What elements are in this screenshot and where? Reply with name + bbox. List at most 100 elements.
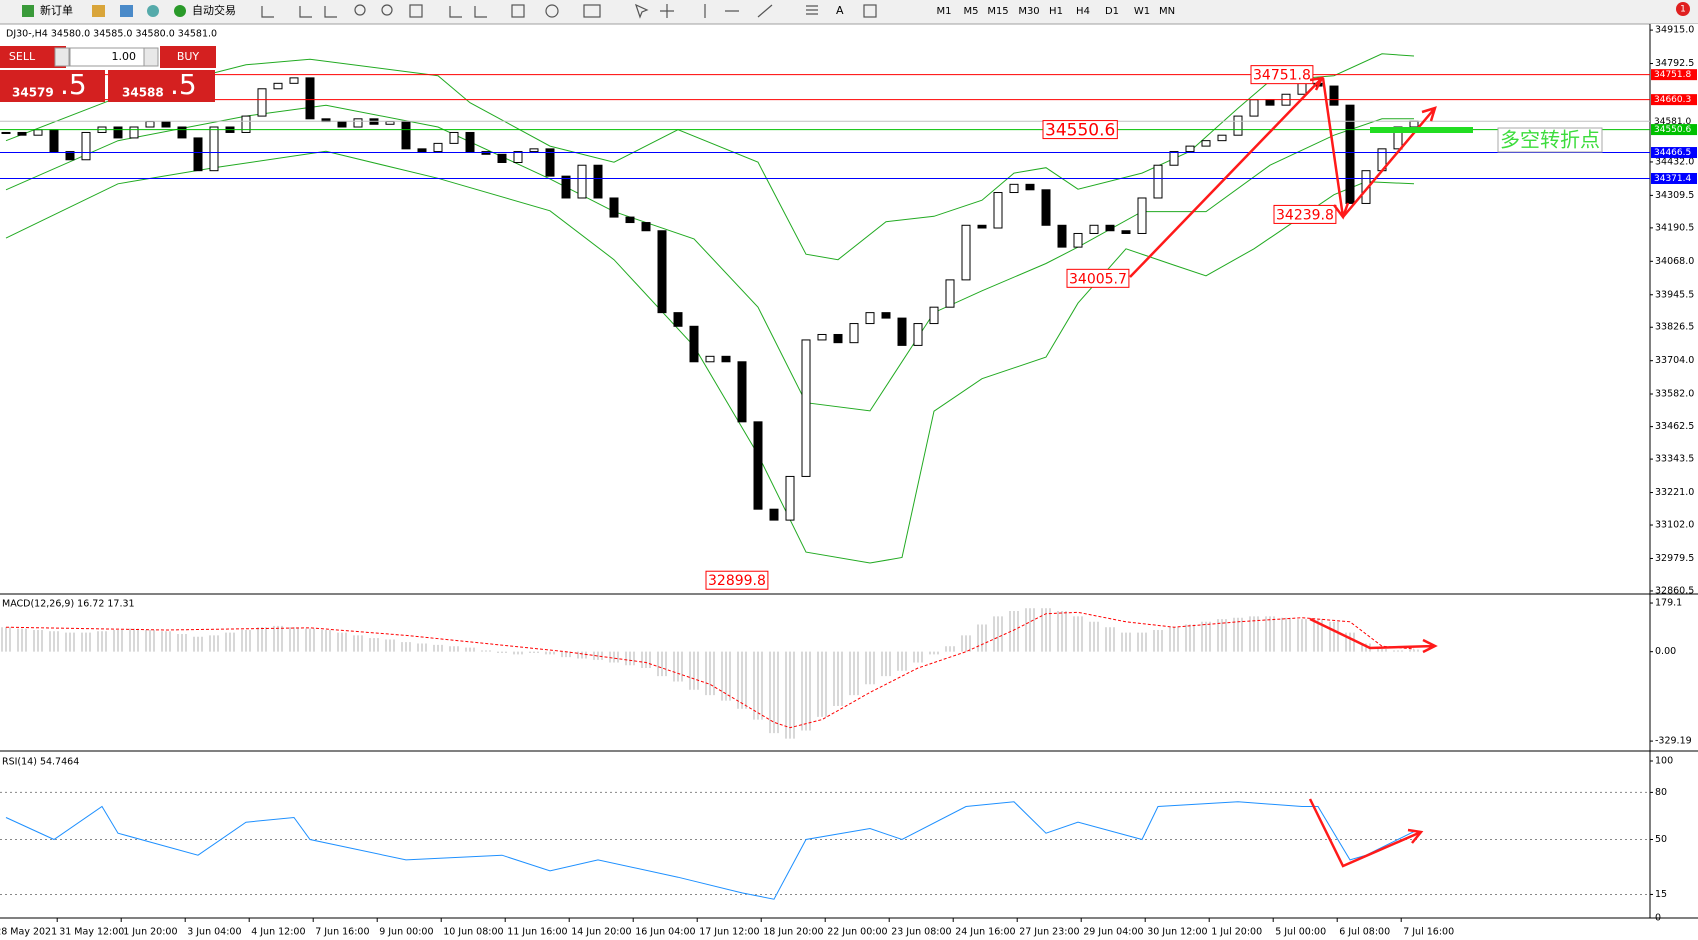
candle (929, 306, 939, 325)
candle (641, 222, 651, 232)
y-tick-label: 179.1 (1655, 598, 1682, 609)
y-tick-label: 33221.0 (1655, 487, 1694, 498)
x-tick-label: 7 Jun 16:00 (315, 927, 369, 938)
notification-count: 1 (1680, 5, 1686, 15)
x-tick-label: 3 Jun 04:00 (187, 927, 241, 938)
note-box (1497, 127, 1603, 153)
sell-button[interactable] (0, 46, 66, 68)
x-tick-label: 23 Jun 08:00 (891, 927, 951, 938)
candle (385, 121, 395, 125)
y-tick-label: 33582.0 (1655, 388, 1694, 399)
price-level-label: 34660.3 (1654, 95, 1691, 105)
buy-button[interactable] (160, 46, 216, 68)
candle (881, 312, 891, 319)
lot-down[interactable] (54, 47, 70, 67)
new-order-icon[interactable] (22, 5, 34, 17)
candle (577, 164, 587, 199)
candle (513, 151, 523, 163)
candle (945, 279, 955, 308)
candle (1121, 230, 1131, 234)
candle (1025, 183, 1035, 191)
candle (401, 121, 411, 150)
price-annotation-box (1042, 120, 1118, 140)
y-tick-label: 50 (1655, 834, 1667, 845)
timeframe-button[interactable]: M15 (987, 6, 1008, 17)
candle (465, 131, 475, 153)
price-level-tag (1651, 147, 1697, 159)
x-tick-label: 30 Jun 12:00 (1147, 927, 1207, 938)
auto-trading-button[interactable]: 自动交易 (192, 3, 236, 17)
price-level-tag (1651, 115, 1697, 127)
candle (241, 115, 251, 133)
price-level-tag (1651, 69, 1697, 81)
y-tick-label: 34432.0 (1655, 156, 1694, 167)
timeframe-button[interactable]: H1 (1049, 6, 1063, 17)
auto-trading-icon[interactable] (174, 5, 186, 17)
chart-header: DJ30-,H4 34580.0 34585.0 34580.0 34581.0 (6, 29, 217, 40)
toolbar-icon[interactable] (147, 5, 159, 17)
candle (161, 121, 171, 128)
y-tick-label: 0.00 (1655, 646, 1676, 657)
price-level-label: 34581.0 (1654, 117, 1691, 127)
toolbar-icon[interactable] (120, 5, 133, 17)
candle (1361, 170, 1371, 204)
candle (785, 475, 795, 521)
bid-pips: .5 (60, 68, 87, 101)
timeframe-button[interactable]: H4 (1076, 6, 1090, 17)
candle (449, 131, 459, 144)
x-tick-label: 17 Jun 12:00 (699, 927, 759, 938)
text-tool-icon[interactable]: A (836, 4, 844, 17)
macd-signal (5, 611, 1415, 729)
candle (801, 339, 811, 477)
candle (353, 118, 363, 128)
x-tick-label: 9 Jun 00:00 (379, 927, 433, 938)
candle (33, 129, 43, 136)
pivot-note: 多空转折点 (1500, 128, 1600, 152)
toolbar-icon[interactable] (92, 5, 105, 17)
sell-label[interactable]: SELL (9, 50, 36, 63)
price-annotation-box (1066, 268, 1130, 288)
x-tick-label: 6 Jul 08:00 (1339, 927, 1390, 938)
x-tick-label: 27 Jun 23:00 (1019, 927, 1079, 938)
candle (81, 131, 91, 161)
candle (897, 317, 907, 346)
y-tick-label: 15 (1655, 889, 1667, 900)
candle (993, 192, 1003, 229)
timeframe-button[interactable]: D1 (1105, 6, 1119, 17)
y-tick-label: 34190.5 (1655, 222, 1694, 233)
timeframe-button[interactable]: M30 (1018, 6, 1039, 17)
candle (1041, 189, 1051, 226)
candle (193, 137, 203, 172)
price-level-label: 34466.5 (1654, 148, 1691, 158)
candle (1105, 224, 1115, 232)
candle (673, 312, 683, 327)
bid-price: 34579 (12, 86, 54, 100)
x-tick-label: 14 Jun 20:00 (571, 927, 631, 938)
lot-up[interactable] (143, 47, 159, 67)
candle (1297, 82, 1307, 95)
price-level-label: 34550.6 (1654, 125, 1691, 135)
timeframe-button[interactable]: M5 (964, 6, 979, 17)
timeframe-button[interactable]: MN (1159, 6, 1175, 17)
candle (1201, 140, 1211, 147)
candle (1, 131, 11, 134)
candle (289, 77, 299, 84)
trend-arrows (1129, 76, 1438, 868)
price-annotation: 34550.6 (1045, 121, 1115, 141)
y-tick-label: 34309.5 (1655, 190, 1694, 201)
lot-value[interactable]: 1.00 (112, 50, 137, 63)
x-tick-label: 16 Jun 04:00 (635, 927, 695, 938)
buy-price-box[interactable] (108, 70, 215, 102)
candle (769, 508, 779, 521)
price-level-tag (1651, 94, 1697, 106)
timeframe-button[interactable]: M1 (937, 6, 952, 17)
buy-label[interactable]: BUY (177, 50, 200, 63)
price-annotation-box (1250, 65, 1314, 85)
notification-badge[interactable] (1676, 2, 1690, 16)
sell-price-box[interactable] (0, 70, 105, 102)
x-tick-label: 7 Jul 16:00 (1403, 927, 1454, 938)
new-order-button[interactable]: 新订单 (40, 3, 73, 17)
timeframe-button[interactable]: W1 (1134, 6, 1150, 17)
candle (1345, 104, 1355, 204)
price-annotation: 34751.8 (1253, 68, 1311, 84)
